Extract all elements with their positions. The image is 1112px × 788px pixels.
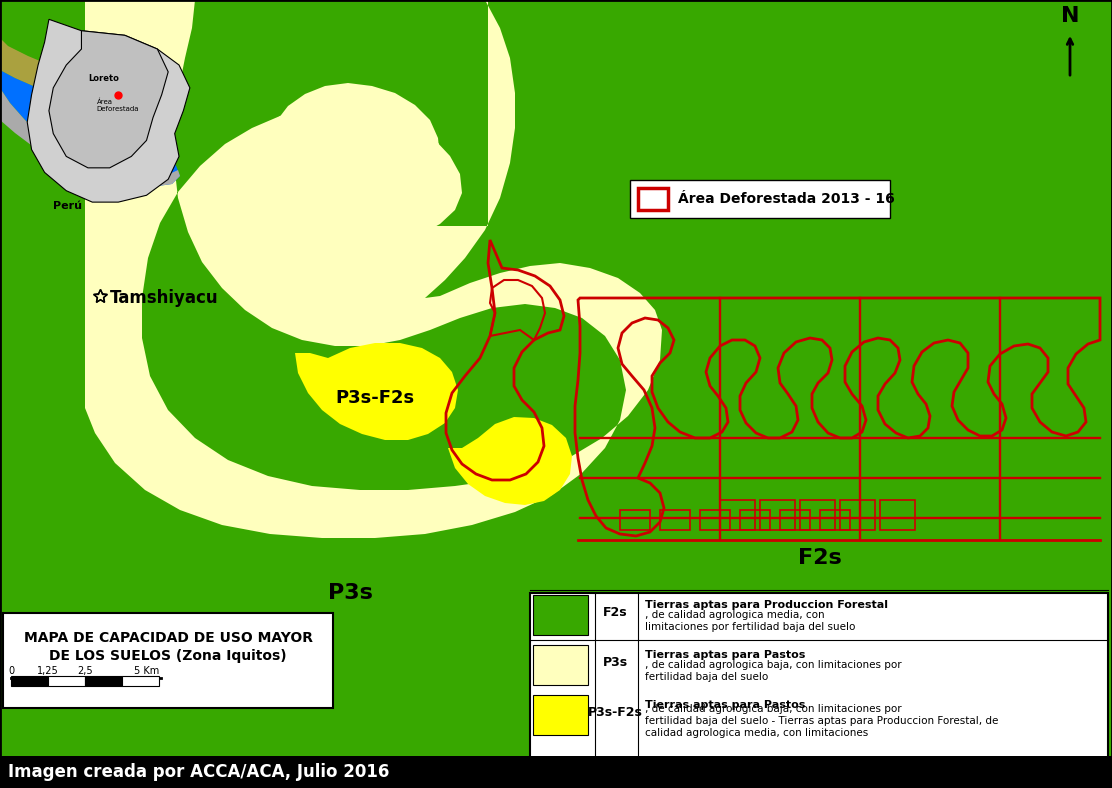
- Text: Área
Deforestada: Área Deforestada: [97, 98, 139, 112]
- Bar: [739, 510, 770, 530]
- Text: Tamshiyacu: Tamshiyacu: [110, 289, 219, 307]
- Text: , de calidad agrologica media, con
limitaciones por fertilidad baja del suelo: , de calidad agrologica media, con limit…: [645, 610, 855, 632]
- Text: F2s: F2s: [603, 607, 627, 619]
- Polygon shape: [448, 417, 572, 505]
- FancyBboxPatch shape: [631, 180, 890, 218]
- Bar: [820, 510, 850, 530]
- Text: , de calidad agrologica baja, con limitaciones por
fertilidad baja del suelo - T: , de calidad agrologica baja, con limita…: [645, 704, 999, 738]
- FancyBboxPatch shape: [530, 593, 1108, 758]
- Bar: [0, 756, 1112, 788]
- Text: 5 Km: 5 Km: [133, 666, 159, 676]
- Text: P3s-F2s: P3s-F2s: [336, 389, 415, 407]
- Polygon shape: [85, 0, 662, 538]
- Text: P3s: P3s: [603, 656, 627, 670]
- Text: DE LOS SUELOS (Zona Iquitos): DE LOS SUELOS (Zona Iquitos): [49, 649, 287, 663]
- Bar: [533, 695, 588, 735]
- Text: Loreto: Loreto: [88, 74, 119, 83]
- Text: Perú: Perú: [53, 201, 82, 211]
- Polygon shape: [295, 343, 458, 440]
- Text: Tierras aptas para Pastos: Tierras aptas para Pastos: [645, 700, 805, 710]
- Text: 0: 0: [8, 666, 14, 676]
- Bar: [759, 500, 795, 530]
- Bar: [122, 676, 159, 686]
- Bar: [48, 676, 85, 686]
- FancyBboxPatch shape: [3, 613, 332, 708]
- Text: MAPA DE CAPACIDAD DE USO MAYOR: MAPA DE CAPACIDAD DE USO MAYOR: [23, 631, 312, 645]
- Text: P3s-F2s: P3s-F2s: [587, 707, 643, 719]
- Bar: [620, 510, 651, 530]
- Bar: [661, 510, 691, 530]
- Bar: [800, 500, 835, 530]
- Polygon shape: [0, 88, 180, 186]
- Bar: [880, 500, 915, 530]
- Text: Imagen creada por ACCA/ACA, Julio 2016: Imagen creada por ACCA/ACA, Julio 2016: [8, 763, 389, 781]
- Text: 2,5: 2,5: [77, 666, 92, 676]
- Bar: [719, 500, 755, 530]
- Text: , de calidad agrologica baja, con limitaciones por
fertilidad baja del suelo: , de calidad agrologica baja, con limita…: [645, 660, 902, 682]
- Text: 1,25: 1,25: [37, 666, 59, 676]
- Text: P3s: P3s: [328, 583, 373, 603]
- Polygon shape: [27, 20, 190, 203]
- Bar: [840, 500, 875, 530]
- Polygon shape: [0, 0, 178, 163]
- Bar: [699, 510, 729, 530]
- Bar: [780, 510, 810, 530]
- Bar: [85, 676, 122, 686]
- Text: N: N: [1061, 6, 1080, 26]
- Text: F2s: F2s: [798, 548, 842, 568]
- Text: Área Deforestada 2013 - 16: Área Deforestada 2013 - 16: [678, 192, 895, 206]
- Polygon shape: [0, 70, 180, 186]
- Text: Tierras aptas para Produccion Forestal: Tierras aptas para Produccion Forestal: [645, 600, 888, 610]
- Bar: [11, 676, 48, 686]
- Bar: [533, 595, 588, 635]
- Bar: [638, 188, 668, 210]
- Text: Tierras aptas para Pastos: Tierras aptas para Pastos: [645, 650, 805, 660]
- Polygon shape: [49, 31, 168, 168]
- Bar: [533, 645, 588, 685]
